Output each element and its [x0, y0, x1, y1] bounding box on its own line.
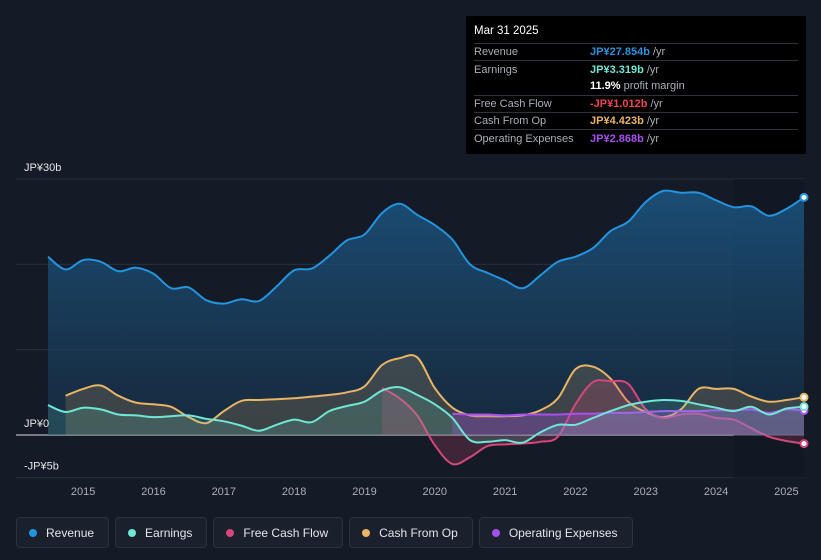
tooltip-unit: /yr [652, 46, 666, 59]
legend-label: Free Cash Flow [243, 525, 329, 540]
x-tick-label: 2024 [704, 486, 728, 498]
tooltip-row-fcf: Free Cash Flow -JP¥1.012b /yr [474, 96, 798, 113]
tooltip-unit: /yr [646, 132, 660, 145]
legend-item-earnings[interactable]: Earnings [115, 517, 208, 548]
x-tick-label: 2015 [71, 486, 95, 498]
x-tick-label: 2023 [634, 486, 658, 498]
revenue-line [47, 189, 805, 305]
tooltip-row-opex: Operating Expenses JP¥2.868b /yr [474, 130, 798, 147]
y-tick-label: JP¥0 [24, 418, 49, 430]
legend-label: Revenue [46, 525, 95, 540]
chart-legend: Revenue Earnings Free Cash Flow Cash Fro… [16, 517, 633, 548]
earnings-line [47, 386, 805, 444]
x-tick-label: 2017 [212, 486, 236, 498]
tooltip-value: JP¥2.868b [590, 132, 644, 145]
x-tick-label: 2020 [423, 486, 447, 498]
tooltip-row-earnings: Earnings JP¥3.319b /yr [474, 61, 798, 78]
x-tick-label: 2022 [563, 486, 587, 498]
opex-dot-icon [491, 528, 500, 537]
x-tick-label: 2021 [493, 486, 517, 498]
tooltip-label: Revenue [474, 46, 519, 59]
cfo-line [65, 354, 805, 425]
earnings-dot-icon [128, 528, 137, 537]
y-tick-label: -JP¥5b [24, 461, 59, 473]
x-tick-label: 2025 [774, 486, 798, 498]
opex-area [452, 409, 804, 435]
tooltip-row-margin: 11.9% profit margin [474, 78, 798, 96]
fcf-end-marker [799, 439, 809, 449]
tooltip-value: JP¥27.854b [590, 46, 650, 59]
revenue-end-marker [799, 192, 809, 202]
revenue-dot-icon [29, 528, 37, 537]
tooltip-value: 11.9% [590, 80, 621, 93]
x-tick-label: 2018 [282, 486, 306, 498]
tooltip-date: Mar 31 2025 [474, 24, 798, 44]
opex-line [452, 408, 805, 417]
tooltip-label: Earnings [474, 63, 518, 76]
fcf-line [381, 379, 805, 466]
legend-item-opex[interactable]: Operating Expenses [478, 517, 633, 548]
tooltip-unit: /yr [646, 114, 660, 127]
tooltip-label: Operating Expenses [474, 132, 574, 145]
tooltip-value: JP¥4.423b [590, 114, 644, 127]
tooltip-unit: /yr [650, 97, 663, 110]
tooltip-panel: Mar 31 2025 Revenue JP¥27.854b /yr Earni… [466, 16, 806, 154]
earnings-area [48, 387, 804, 443]
earnings-end-marker [799, 402, 809, 412]
fcf-area [382, 380, 804, 465]
legend-item-fcf[interactable]: Free Cash Flow [213, 517, 344, 548]
cfo-end-marker [799, 392, 809, 402]
legend-label: Cash From Op [379, 525, 458, 540]
x-tick-label: 2019 [352, 486, 376, 498]
legend-label: Earnings [145, 525, 193, 540]
tooltip-unit: /yr [646, 63, 660, 76]
cfo-area [65, 355, 805, 435]
tooltip-row-cfo: Cash From Op JP¥4.423b /yr [474, 113, 798, 130]
tooltip-label: Cash From Op [474, 114, 547, 127]
tooltip-unit: profit margin [623, 80, 685, 93]
legend-label: Operating Expenses [508, 525, 618, 540]
legend-item-cfo[interactable]: Cash From Op [349, 517, 473, 548]
x-tick-label: 2016 [141, 486, 165, 498]
cfo-dot-icon [362, 528, 371, 537]
tooltip-label: Free Cash Flow [474, 97, 552, 110]
fcf-dot-icon [226, 528, 235, 537]
y-tick-label: JP¥30b [24, 162, 61, 174]
revenue-area [48, 190, 804, 435]
legend-item-revenue[interactable]: Revenue [16, 517, 110, 548]
tooltip-row-revenue: Revenue JP¥27.854b /yr [474, 44, 798, 62]
tooltip-value: JP¥3.319b [590, 63, 644, 76]
tooltip-value: -JP¥1.012b [590, 97, 648, 110]
